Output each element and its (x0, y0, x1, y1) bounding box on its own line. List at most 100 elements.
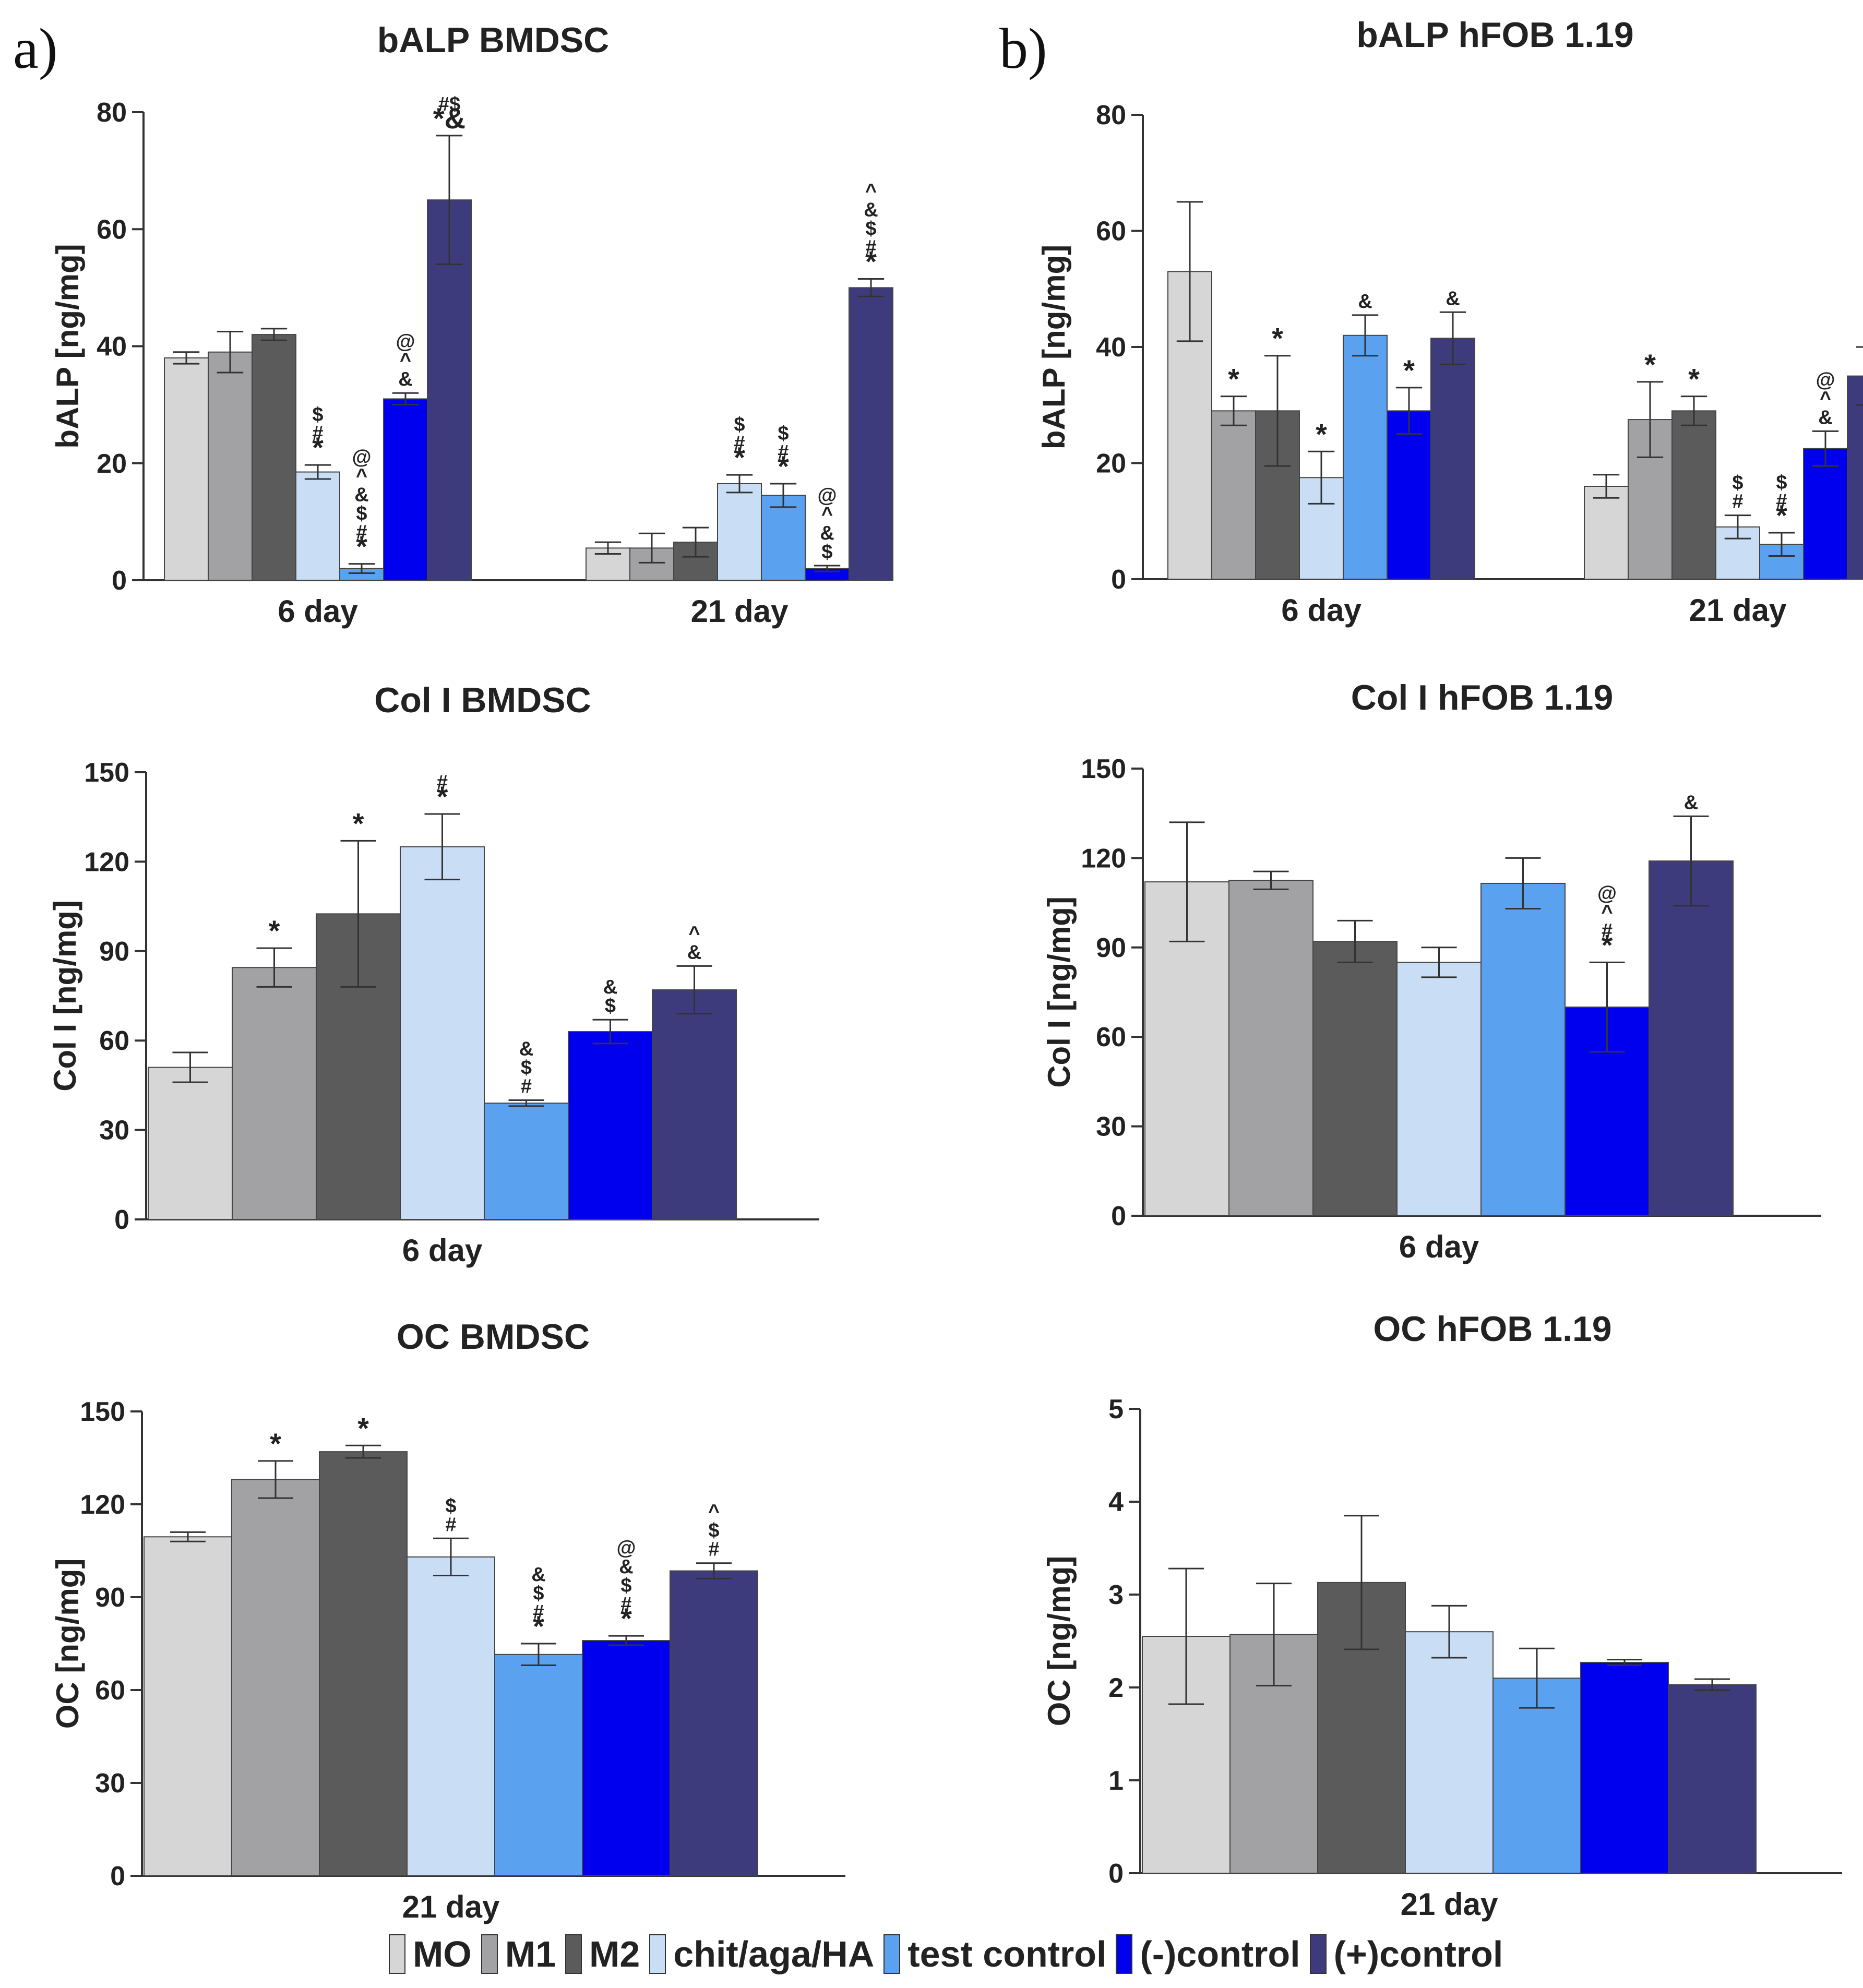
significance-mark: * (734, 441, 745, 474)
x-group-label: 6 day (1281, 593, 1362, 628)
significance-mark: $ (1776, 472, 1787, 494)
y-tick-label: 30 (1096, 1112, 1126, 1142)
y-axis-label: Col I [ng/mg] (1042, 896, 1077, 1088)
significance-mark: * (357, 1411, 369, 1444)
legend-label-negative-control: (-)control (1140, 1934, 1300, 1974)
x-group-label: 21 day (1401, 1887, 1498, 1922)
legend-swatch-test-control (883, 1934, 901, 1974)
legend-label-mo: MO (413, 1934, 472, 1974)
y-tick-label: 0 (1111, 565, 1126, 595)
significance-mark: @ (352, 447, 371, 469)
bar-6-day-4 (1343, 334, 1388, 580)
bar-6-day-4 (1480, 882, 1566, 1217)
y-tick-label: 60 (95, 1675, 125, 1706)
y-tick-label: 120 (1081, 843, 1126, 873)
y-tick-label: 120 (80, 1490, 125, 1520)
significance-mark: ^ (356, 465, 367, 487)
y-tick-label: 30 (95, 1768, 125, 1799)
significance-mark: # (1732, 491, 1743, 513)
bar-6-day-6 (427, 199, 472, 581)
y-tick-label: 40 (97, 332, 127, 362)
bar-21-day-5 (1803, 448, 1848, 580)
legend-swatch-mo (389, 1934, 405, 1974)
bar-21-day-4 (494, 1654, 583, 1876)
significance-mark: *& (433, 102, 465, 135)
y-tick-label: 60 (99, 1026, 129, 1056)
legend-swatch-negative-control (1116, 1934, 1133, 1974)
significance-mark: $ (821, 541, 832, 563)
y-tick-label: 60 (1096, 1022, 1126, 1052)
bar-21-day-4 (1492, 1678, 1581, 1874)
y-tick-label: 150 (1081, 754, 1126, 784)
significance-mark: # (356, 522, 367, 544)
significance-mark: & (687, 941, 701, 963)
significance-mark: * (620, 1602, 632, 1635)
significance-mark: & (519, 1038, 533, 1060)
bar-21-day-6 (849, 287, 893, 581)
y-tick-label: 2 (1108, 1673, 1124, 1703)
x-group-label: 21 day (691, 594, 789, 629)
y-tick-label: 120 (84, 847, 129, 877)
significance-mark: & (619, 1556, 633, 1578)
legend-item-mo: MO (389, 1933, 472, 1975)
bar-21-day-2 (1671, 410, 1716, 580)
bar-21-day-0 (1584, 486, 1629, 580)
significance-mark: & (531, 1564, 545, 1586)
significance-mark: & (398, 368, 412, 390)
significance-mark: * (437, 780, 448, 813)
bar-21-day-4 (761, 495, 806, 581)
significance-mark: # (865, 237, 876, 259)
significance-mark: @ (616, 1537, 636, 1559)
significance-mark: # (437, 772, 448, 794)
y-tick-label: 1 (1108, 1766, 1124, 1796)
bar-6-day-3 (1396, 962, 1482, 1217)
y-axis-label: bALP [ng/mg] (1036, 245, 1071, 449)
significance-mark: * (1272, 322, 1283, 355)
significance-mark: $ (620, 1575, 631, 1597)
y-tick-label: 0 (1111, 1201, 1126, 1231)
bar-6-day-5 (383, 398, 428, 581)
significance-mark: * (865, 245, 877, 278)
bar-6-day-2 (252, 334, 296, 581)
significance-mark: @ (1816, 369, 1835, 391)
y-tick-label: 60 (97, 214, 127, 245)
legend: MO M1 M2 chit/aga/HA test control (-)con… (389, 1931, 1512, 1978)
y-axis-label: bALP [ng/mg] (50, 244, 85, 448)
legend-swatch-chit (649, 1934, 666, 1974)
y-tick-label: 0 (1108, 1859, 1124, 1889)
significance-mark: # (708, 1539, 719, 1561)
panel-label-a: a) (13, 17, 58, 80)
significance-mark: * (353, 807, 364, 840)
significance-mark: & (603, 976, 617, 998)
significance-mark: & (1358, 291, 1372, 313)
significance-mark: # (620, 1594, 631, 1615)
y-tick-label: 0 (112, 566, 127, 596)
y-tick-label: 20 (97, 449, 127, 479)
legend-label-m2: M2 (589, 1934, 640, 1974)
significance-mark: $ (533, 1583, 544, 1604)
significance-mark: * (1644, 348, 1656, 381)
significance-mark: @ (1597, 882, 1617, 904)
significance-mark: & (820, 522, 834, 544)
y-tick-label: 90 (1096, 933, 1126, 963)
legend-swatch-m1 (481, 1934, 498, 1974)
significance-mark: * (533, 1610, 544, 1643)
significance-mark: # (445, 1514, 456, 1536)
legend-label-chit: chit/aga/HA (673, 1934, 875, 1974)
significance-mark: $ (708, 1520, 719, 1542)
chart-title: Col I hFOB 1.19 (1351, 678, 1614, 717)
bar-6-day-5 (1387, 410, 1431, 580)
legend-swatch-positive-control (1309, 1934, 1327, 1974)
significance-mark: & (1446, 288, 1460, 309)
y-tick-label: 150 (80, 1397, 125, 1427)
x-group-label: 6 day (278, 594, 358, 629)
bar-6-day-1 (208, 351, 253, 581)
significance-mark: @ (817, 485, 837, 507)
significance-mark: # (1602, 920, 1613, 942)
significance-mark: # (533, 1601, 544, 1623)
significance-mark: $ (521, 1057, 532, 1079)
x-group-label: 21 day (402, 1889, 500, 1924)
bar-21-day-3 (717, 483, 762, 581)
